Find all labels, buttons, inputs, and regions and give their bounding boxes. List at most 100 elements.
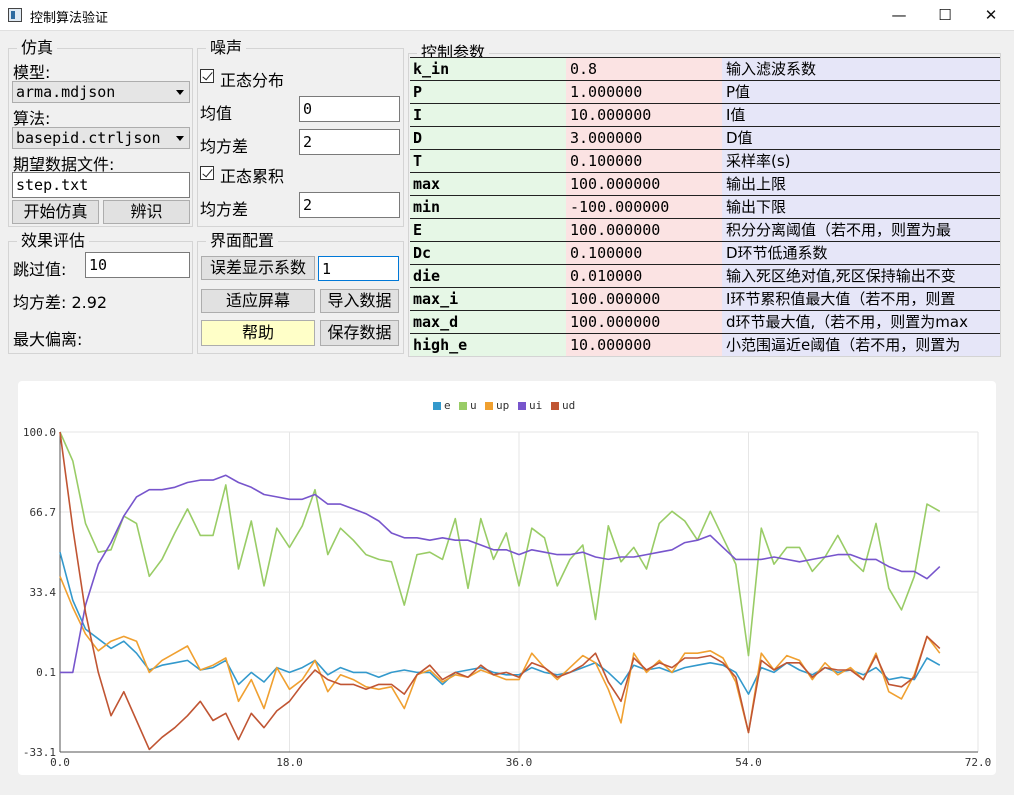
param-row[interactable]: D 3.000000 D值 xyxy=(410,126,1000,149)
evaluation-group: 效果评估 xyxy=(8,233,193,354)
cumulative-checkbox[interactable] xyxy=(200,166,214,180)
x-tick-label: 72.0 xyxy=(965,756,992,769)
param-desc-cell[interactable]: 输出下限 xyxy=(722,195,1000,218)
control-params-group: 控制参数 xyxy=(408,45,1001,357)
param-row[interactable]: min -100.000000 输出下限 xyxy=(410,195,1000,218)
normal-dist-label: 正态分布 xyxy=(220,71,285,90)
param-desc-cell[interactable]: d环节最大值,（若不用，则置为max xyxy=(722,310,1000,333)
param-row[interactable]: k_in 0.8 输入滤波系数 xyxy=(410,57,1000,80)
param-value-cell[interactable]: 10.000000 xyxy=(566,103,722,126)
minimize-button[interactable]: — xyxy=(891,6,907,24)
param-value-cell[interactable]: -100.000000 xyxy=(566,195,722,218)
simulation-group: 仿真 xyxy=(8,40,193,227)
param-name-cell[interactable]: I xyxy=(410,103,566,126)
param-row[interactable]: max 100.000000 输出上限 xyxy=(410,172,1000,195)
algorithm-select[interactable]: basepid.ctrljson xyxy=(12,127,190,149)
x-tick-label: 0.0 xyxy=(50,756,70,769)
param-row[interactable]: T 0.100000 采样率(s) xyxy=(410,149,1000,172)
y-tick-label: 100.0 xyxy=(23,426,56,439)
param-row[interactable]: P 1.000000 P值 xyxy=(410,80,1000,103)
param-desc-cell[interactable]: I值 xyxy=(722,103,1000,126)
cumulative-label: 正态累积 xyxy=(220,167,285,186)
param-name-cell[interactable]: D xyxy=(410,126,566,149)
app-icon xyxy=(8,8,22,22)
param-name-cell[interactable]: Dc xyxy=(410,241,566,264)
legend-label-e: e xyxy=(444,399,451,412)
param-desc-cell[interactable]: 积分分离阈值（若不用，则置为最 xyxy=(722,218,1000,241)
title-bar: 控制算法验证 — ☐ ✕ xyxy=(0,0,1014,31)
import-data-button[interactable]: 导入数据 xyxy=(320,289,399,313)
param-name-cell[interactable]: die xyxy=(410,264,566,287)
identify-button[interactable]: 辨识 xyxy=(103,200,190,224)
x-tick-label: 36.0 xyxy=(506,756,533,769)
param-name-cell[interactable]: T xyxy=(410,149,566,172)
ui-config-legend: 界面配置 xyxy=(210,231,275,250)
skip-label: 跳过值: xyxy=(13,260,67,279)
param-name-cell[interactable]: max xyxy=(410,172,566,195)
normal-dist-checkbox[interactable] xyxy=(200,69,214,83)
help-button[interactable]: 帮助 xyxy=(201,320,315,346)
param-value-cell[interactable]: 100.000000 xyxy=(566,310,722,333)
start-simulation-button[interactable]: 开始仿真 xyxy=(12,200,99,224)
param-desc-cell[interactable]: 输出上限 xyxy=(722,172,1000,195)
legend-swatch-e xyxy=(433,402,441,410)
param-value-cell[interactable]: 100.000000 xyxy=(566,172,722,195)
param-name-cell[interactable]: P xyxy=(410,80,566,103)
param-name-cell[interactable]: E xyxy=(410,218,566,241)
param-value-cell[interactable]: 3.000000 xyxy=(566,126,722,149)
param-desc-cell[interactable]: 输入死区绝对值,死区保持输出不变 xyxy=(722,264,1000,287)
param-row[interactable]: max_i 100.000000 I环节累积值最大值（若不用，则置 xyxy=(410,287,1000,310)
param-value-cell[interactable]: 0.010000 xyxy=(566,264,722,287)
param-value-cell[interactable]: 0.100000 xyxy=(566,241,722,264)
chevron-down-icon xyxy=(176,90,184,95)
param-row[interactable]: die 0.010000 输入死区绝对值,死区保持输出不变 xyxy=(410,264,1000,287)
y-tick-label: 0.1 xyxy=(36,666,56,679)
mean-input[interactable]: 0 xyxy=(299,96,400,122)
param-value-cell[interactable]: 0.8 xyxy=(566,57,722,80)
param-desc-cell[interactable]: I环节累积值最大值（若不用，则置 xyxy=(722,287,1000,310)
param-value-cell[interactable]: 0.100000 xyxy=(566,149,722,172)
param-value-cell[interactable]: 100.000000 xyxy=(566,287,722,310)
fit-screen-button[interactable]: 适应屏幕 xyxy=(201,289,315,313)
chevron-down-icon xyxy=(176,136,184,141)
param-row[interactable]: Dc 0.100000 D环节低通系数 xyxy=(410,241,1000,264)
param-desc-cell[interactable]: 小范围逼近e阈值（若不用，则置为 xyxy=(722,333,1000,356)
expect-file-input[interactable]: step.txt xyxy=(12,172,190,198)
param-row[interactable]: I 10.000000 I值 xyxy=(410,103,1000,126)
error-coefficient-button[interactable]: 误差显示系数 xyxy=(201,256,315,280)
param-row[interactable]: high_e 10.000000 小范围逼近e阈值（若不用，则置为 xyxy=(410,333,1000,356)
param-value-cell[interactable]: 1.000000 xyxy=(566,80,722,103)
param-desc-cell[interactable]: 输入滤波系数 xyxy=(722,57,1000,80)
close-button[interactable]: ✕ xyxy=(984,6,998,24)
series-line-u xyxy=(59,431,941,657)
param-desc-cell[interactable]: D值 xyxy=(722,126,1000,149)
variance-input[interactable]: 2 xyxy=(299,129,400,155)
param-name-cell[interactable]: max_d xyxy=(410,310,566,333)
param-name-cell[interactable]: k_in xyxy=(410,57,566,80)
maximize-button[interactable]: ☐ xyxy=(938,6,952,24)
model-label: 模型: xyxy=(13,63,51,82)
save-data-button[interactable]: 保存数据 xyxy=(320,320,399,346)
legend-label-up: up xyxy=(496,399,509,412)
ui-config-group: 界面配置 xyxy=(197,233,404,354)
x-tick-label: 54.0 xyxy=(735,756,762,769)
param-desc-cell[interactable]: P值 xyxy=(722,80,1000,103)
cumulative-variance-input[interactable]: 2 xyxy=(299,192,400,218)
control-params-legend: 控制参数 xyxy=(421,43,486,62)
param-name-cell[interactable]: min xyxy=(410,195,566,218)
skip-input[interactable]: 10 xyxy=(85,252,190,278)
param-name-cell[interactable]: high_e xyxy=(410,333,566,356)
x-tick-label: 18.0 xyxy=(276,756,303,769)
error-coefficient-input[interactable]: 1 xyxy=(318,256,399,281)
param-name-cell[interactable]: max_i xyxy=(410,287,566,310)
evaluation-legend: 效果评估 xyxy=(21,231,86,250)
series-line-up xyxy=(59,575,941,734)
param-value-cell[interactable]: 100.000000 xyxy=(566,218,722,241)
param-row[interactable]: E 100.000000 积分分离阈值（若不用，则置为最 xyxy=(410,218,1000,241)
param-value-cell[interactable]: 10.000000 xyxy=(566,333,722,356)
legend-swatch-ud xyxy=(551,402,559,410)
model-select[interactable]: arma.mdjson xyxy=(12,81,190,103)
param-desc-cell[interactable]: 采样率(s) xyxy=(722,149,1000,172)
param-desc-cell[interactable]: D环节低通系数 xyxy=(722,241,1000,264)
param-row[interactable]: max_d 100.000000 d环节最大值,（若不用，则置为max xyxy=(410,310,1000,333)
